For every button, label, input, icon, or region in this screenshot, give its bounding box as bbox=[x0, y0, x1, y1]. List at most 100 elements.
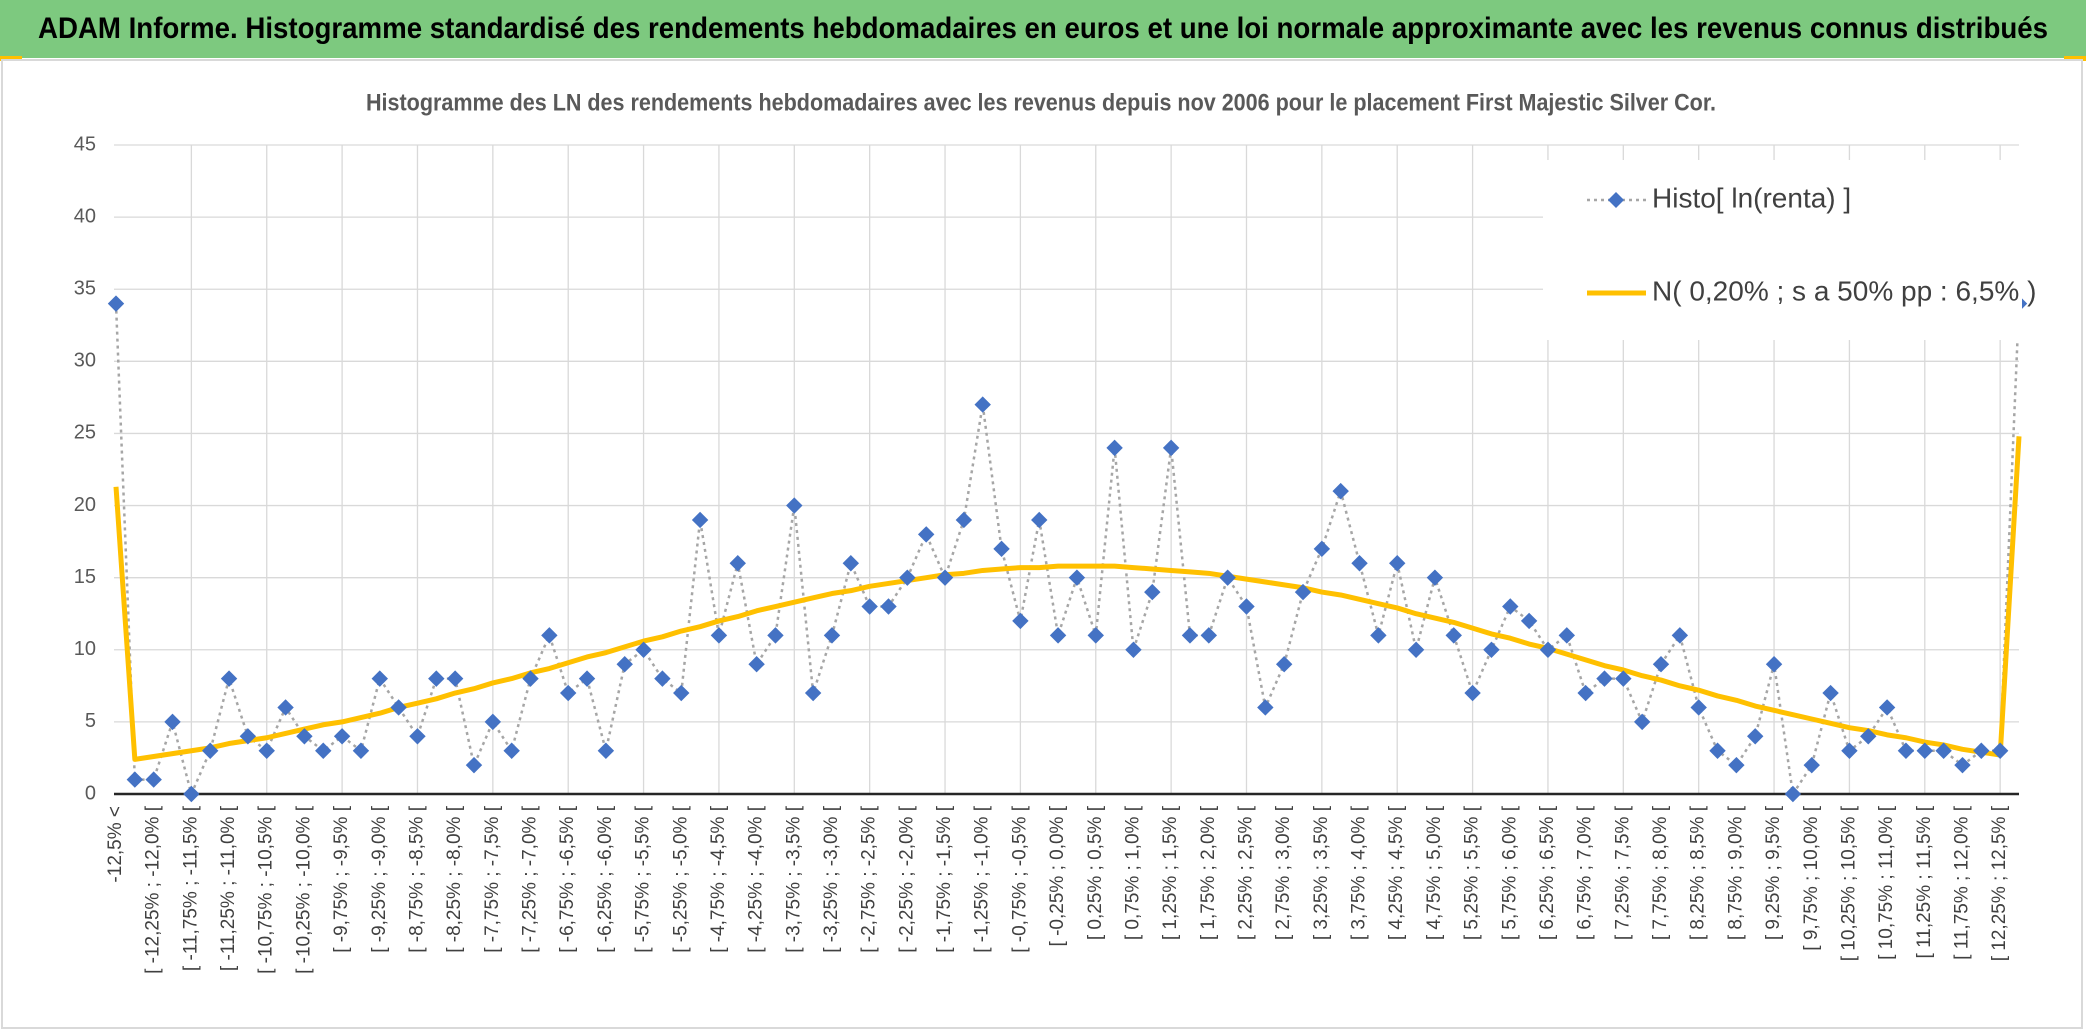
y-tick-label: 25 bbox=[74, 422, 96, 444]
histogram-point bbox=[371, 670, 388, 687]
histogram-line bbox=[114, 303, 2021, 798]
y-tick-label: 30 bbox=[74, 350, 96, 372]
y-tick-label: 45 bbox=[74, 133, 96, 155]
x-tick-label: [ 4,75% ; 5,0% [ bbox=[1424, 805, 1445, 940]
x-tick-label: [ 8,75% ; 9,0% [ bbox=[1725, 805, 1746, 940]
histogram-point bbox=[1257, 699, 1274, 716]
histogram-point bbox=[597, 742, 615, 759]
histogram-point bbox=[1294, 583, 1312, 601]
histogram-point bbox=[993, 540, 1010, 558]
legend-box bbox=[1543, 160, 2022, 340]
histogram-point bbox=[220, 670, 238, 687]
histogram-point bbox=[748, 655, 765, 673]
x-tick-label: [ 3,75% ; 4,0% [ bbox=[1349, 805, 1370, 940]
histogram-point bbox=[1973, 742, 1990, 759]
histogram-point bbox=[654, 670, 671, 687]
y-tick-label: 10 bbox=[74, 638, 96, 660]
y-tick-label: 40 bbox=[74, 205, 96, 227]
x-tick-label: [ 8,25% ; 8,5% [ bbox=[1688, 805, 1709, 940]
x-tick-label: [ 1,75% ; 2,0% [ bbox=[1198, 805, 1219, 940]
histogram-point bbox=[1483, 641, 1500, 658]
histogram-point bbox=[974, 396, 991, 413]
x-tick-label: [ -10,75% ; -10,5% [ bbox=[256, 805, 277, 974]
y-tick-label: 35 bbox=[74, 278, 96, 300]
histogram-point bbox=[1822, 684, 1839, 702]
histogram-point bbox=[729, 555, 746, 572]
histogram-point bbox=[1464, 684, 1481, 702]
histogram-point bbox=[936, 569, 954, 586]
histogram-point bbox=[465, 756, 483, 774]
y-tick-label: 5 bbox=[85, 710, 96, 732]
histogram-point bbox=[1803, 756, 1820, 774]
normal-curve bbox=[113, 436, 2022, 762]
histogram-point bbox=[1671, 627, 1689, 644]
histogram-point bbox=[315, 742, 332, 759]
x-tick-label: [ 5,75% ; 6,0% [ bbox=[1499, 805, 1520, 940]
histogram-point bbox=[861, 598, 878, 615]
y-tick-label: 0 bbox=[85, 782, 96, 804]
histogram-point bbox=[352, 742, 370, 759]
x-tick-label: [ -4,75% ; -4,5% [ bbox=[708, 805, 729, 953]
x-tick-label: [ -0,25% ; 0,0% [ bbox=[1047, 805, 1068, 946]
histogram-point bbox=[1897, 742, 1915, 759]
x-tick-label: [ 4,25% ; 4,5% [ bbox=[1386, 805, 1407, 940]
histogram-point bbox=[522, 670, 539, 687]
histogram-point bbox=[1125, 641, 1142, 658]
x-tick-label: [ -9,75% ; -9,5% [ bbox=[331, 805, 352, 953]
histogram-point bbox=[428, 670, 445, 687]
x-tick-label: [ -7,75% ; -7,5% [ bbox=[482, 805, 503, 953]
histogram-point bbox=[691, 511, 709, 529]
header-bar bbox=[0, 0, 2086, 58]
x-tick-label: [ 9,25% ; 9,5% [ bbox=[1763, 805, 1784, 940]
histogram-point bbox=[880, 598, 897, 615]
histogram-point bbox=[145, 771, 162, 788]
histogram-point bbox=[409, 728, 426, 745]
histogram-point bbox=[503, 742, 520, 759]
histogram-point bbox=[446, 670, 464, 687]
histogram-point bbox=[899, 569, 916, 586]
histogram-point bbox=[277, 699, 294, 716]
x-tick-label: [ 3,25% ; 3,5% [ bbox=[1311, 805, 1332, 940]
x-tick-label: [ 2,75% ; 3,0% [ bbox=[1273, 805, 1294, 940]
histogram-point bbox=[1049, 627, 1067, 644]
y-tick-label: 15 bbox=[74, 566, 96, 588]
histogram-point bbox=[1370, 627, 1387, 644]
histogram-point bbox=[202, 742, 219, 759]
histogram-point bbox=[1332, 482, 1349, 500]
x-tick-label: [ 1,25% ; 1,5% [ bbox=[1160, 805, 1181, 940]
histogram-point bbox=[616, 655, 633, 673]
chart-title: Histogramme des LN des rendements hebdom… bbox=[366, 89, 1716, 116]
x-tick-label: [ -11,25% ; -11,0% [ bbox=[218, 805, 239, 971]
x-tick-label: [ 7,75% ; 8,0% [ bbox=[1650, 805, 1671, 940]
x-tick-label: [ 9,75% ; 10,0% [ bbox=[1801, 805, 1822, 950]
x-tick-label: [ -7,25% ; -7,0% [ bbox=[520, 805, 541, 953]
histogram-point bbox=[1935, 742, 1952, 759]
histogram-point bbox=[710, 627, 728, 644]
x-tick-label: [ -1,25% ; -1,0% [ bbox=[972, 805, 993, 953]
x-tick-label: -12,5% < bbox=[105, 806, 126, 883]
histogram-point bbox=[955, 511, 973, 529]
histogram-point bbox=[1916, 742, 1933, 759]
x-tick-label: [ -3,25% ; -3,0% [ bbox=[821, 805, 842, 953]
x-tick-label: [ 0,25% ; 0,5% [ bbox=[1085, 805, 1106, 940]
histogram-point bbox=[559, 684, 577, 702]
histogram-point bbox=[804, 684, 822, 702]
histogram-point bbox=[917, 526, 935, 543]
histogram-point bbox=[390, 699, 407, 716]
plot-area bbox=[107, 295, 2028, 803]
histogram-point bbox=[1181, 627, 1199, 644]
histogram-point bbox=[1860, 728, 1877, 745]
histogram-point bbox=[1577, 684, 1594, 702]
x-tick-label: [ 10,75% ; 11,0% [ bbox=[1876, 805, 1897, 960]
histogram-point bbox=[107, 295, 125, 312]
histogram-point bbox=[1087, 627, 1104, 644]
x-tick-label: [ -8,75% ; -8,5% [ bbox=[406, 805, 427, 953]
histogram-point bbox=[1539, 641, 1557, 658]
histogram-point bbox=[842, 555, 860, 572]
legend-label: Histo[ ln(renta) ] bbox=[1652, 182, 1851, 213]
legend-swatch-marker bbox=[1608, 192, 1624, 208]
x-tick-label: [ -2,75% ; -2,5% [ bbox=[859, 805, 880, 953]
x-tick-label: [ -12,25% ; -12,0% [ bbox=[143, 805, 164, 974]
histogram-point bbox=[239, 728, 257, 745]
histogram-point bbox=[1502, 598, 1519, 615]
